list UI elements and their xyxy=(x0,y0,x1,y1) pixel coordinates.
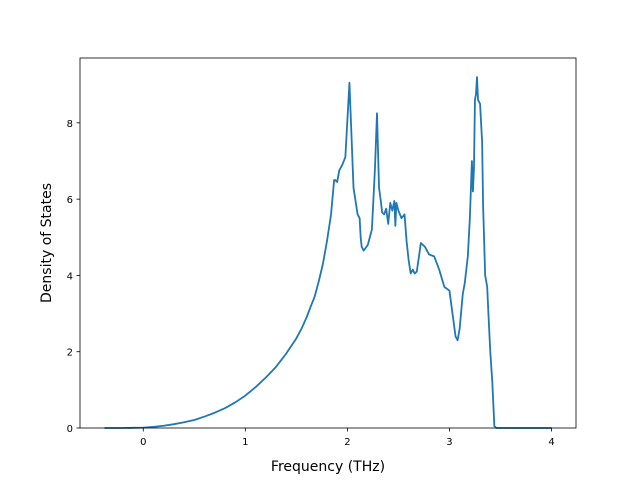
y-tick-label: 0 xyxy=(67,424,73,435)
y-tick-label: 2 xyxy=(67,348,73,359)
y-tick-label: 6 xyxy=(67,195,73,206)
y-tick-label: 8 xyxy=(67,119,73,130)
x-tick-label: 3 xyxy=(446,437,452,448)
x-tick-label: 1 xyxy=(242,437,248,448)
y-axis-label: Density of States xyxy=(39,183,55,303)
series-layer xyxy=(104,76,552,429)
plot-frame xyxy=(79,57,577,429)
y-axis-ticks: 0 2 4 6 8 xyxy=(67,119,80,435)
x-axis-label: Frequency (THz) xyxy=(271,459,385,475)
dos-series-line-0 xyxy=(104,76,552,429)
x-axis-ticks: 0 1 2 3 4 xyxy=(140,428,555,448)
x-tick-label: 0 xyxy=(140,437,146,448)
plot-area xyxy=(80,58,576,428)
x-tick-label: 4 xyxy=(548,437,554,448)
x-tick-label: 2 xyxy=(344,437,350,448)
y-tick-label: 4 xyxy=(67,271,73,282)
